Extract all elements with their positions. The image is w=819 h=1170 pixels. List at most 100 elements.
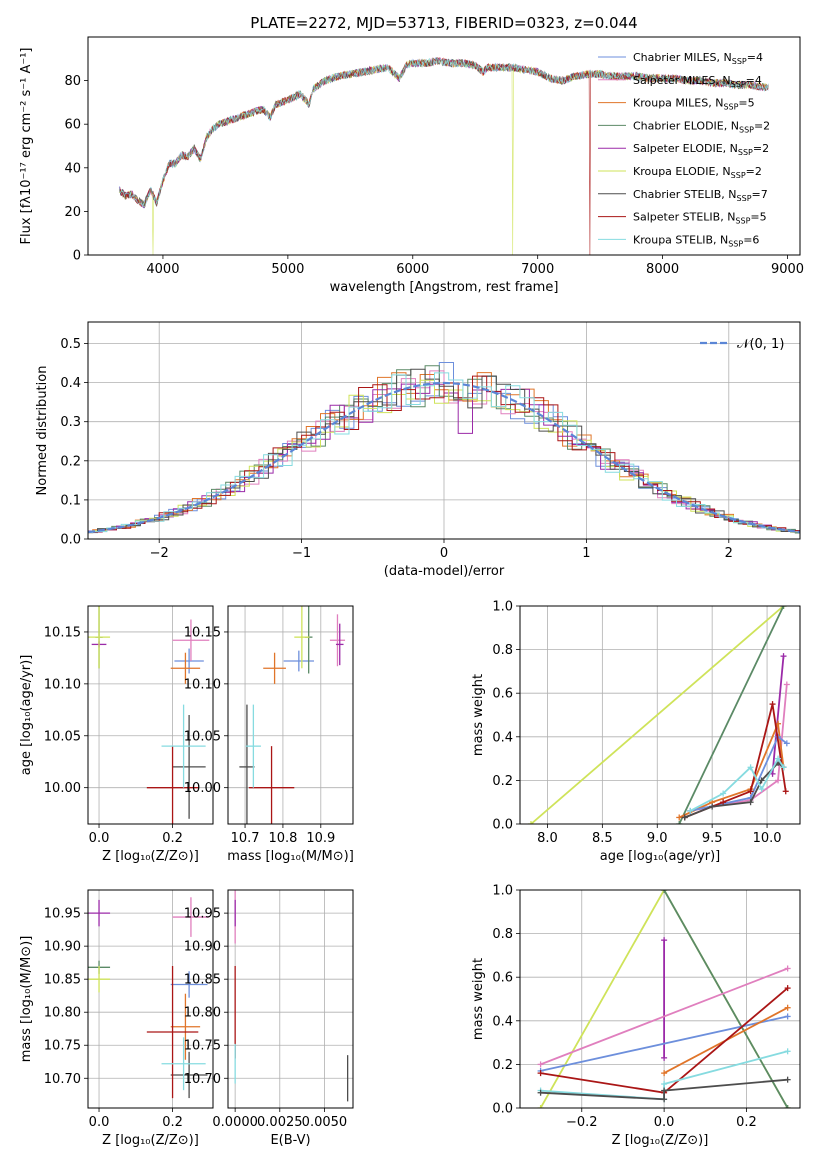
panel-massweight_vs_age: 8.0 8.5 9.0 9.5 10.0 0.0 0.2 0.4 0.6 0.8 1.0 age [l… xyxy=(471,600,801,864)
x-tick-label: 7000 xyxy=(521,262,554,277)
x-tick-label: −1 xyxy=(292,546,311,561)
panel-residuals: 𝒩(0, 1) −2 −1 0 1 2 0.0 0.1 0.2 0.3 0.4 0.5 (data-mo… xyxy=(35,321,801,579)
x-axis-label: Z [log₁₀(Z/Z⊙)] xyxy=(102,849,199,864)
y-tick-label: 0.2 xyxy=(492,1058,513,1073)
x-axis-label: E(B-V) xyxy=(270,1133,310,1148)
x-axis-label: Z [log₁₀(Z/Z⊙)] xyxy=(102,1133,199,1148)
weight-line xyxy=(540,1015,788,1072)
x-tick-label: 4000 xyxy=(146,262,179,277)
legend-subscript: SSP xyxy=(728,239,743,248)
weight-line xyxy=(690,735,788,812)
legend-subscript: SSP xyxy=(738,148,753,157)
legend-label: Kroupa STELIB, NSSP=6 xyxy=(633,233,759,248)
spectrum-line xyxy=(118,58,769,255)
y-tick-label: 10.10 xyxy=(184,677,221,692)
y-tick-label: 20 xyxy=(64,205,81,220)
x-tick-label: 0 xyxy=(440,546,448,561)
y-tick-label: 0.0 xyxy=(492,818,513,833)
plot-area xyxy=(527,606,790,824)
axes-frame xyxy=(519,889,801,1109)
x-tick-label: 0.0 xyxy=(654,1115,675,1130)
legend-subscript: SSP xyxy=(739,125,754,134)
x-tick-label: 2 xyxy=(725,546,733,561)
weight-line xyxy=(530,606,785,824)
plot-area xyxy=(234,890,349,1102)
y-tick-label: 0.4 xyxy=(492,730,513,745)
panel-age_vs_Z: 0.0 0.2 10.00 10.05 10.10 10.15 Z [log₁₀(Z/Z⊙)… xyxy=(19,605,214,864)
weight-line xyxy=(689,756,785,812)
x-tick-label: 0.0 xyxy=(89,831,110,846)
panel-mass_vs_Z: 0.0 0.2 10.70 10.75 10.80 10.85 10.90 10.95 Z [l… xyxy=(19,889,214,1148)
axes-frame xyxy=(227,889,354,1109)
x-tick-label: 0.2 xyxy=(162,1115,183,1130)
y-tick-label: 10.00 xyxy=(184,781,221,796)
x-tick-label: 1 xyxy=(582,546,590,561)
x-axis-label: (data-model)/error xyxy=(384,564,505,579)
x-tick-label: 9.5 xyxy=(702,831,723,846)
y-axis-label: age [log₁₀(age/yr)] xyxy=(19,655,34,776)
x-tick-label: −0.2 xyxy=(566,1115,598,1130)
legend-label: Chabrier STELIB, NSSP=7 xyxy=(633,188,768,203)
y-tick-label: 0.6 xyxy=(492,971,513,986)
y-tick-label: 10.75 xyxy=(184,1039,221,1054)
x-tick-label: 0.0050 xyxy=(302,1115,348,1130)
y-tick-label: 40 xyxy=(64,161,81,176)
y-tick-label: 0 xyxy=(73,249,81,264)
x-tick-label: 10.8 xyxy=(268,831,297,846)
legend-label: Chabrier ELODIE, NSSP=2 xyxy=(633,119,770,134)
y-tick-label: 0.8 xyxy=(492,643,513,658)
x-axis-label: mass [log₁₀(M/M⊙)] xyxy=(227,849,354,864)
y-tick-label: 0.5 xyxy=(60,337,81,352)
x-tick-label: 0.2 xyxy=(736,1115,757,1130)
x-tick-label: 8000 xyxy=(646,262,679,277)
legend-subscript: SSP xyxy=(723,103,738,112)
x-tick-label: −2 xyxy=(150,546,169,561)
y-tick-label: 10.95 xyxy=(44,907,81,922)
plot-area xyxy=(537,890,791,1108)
legend-subscript: SSP xyxy=(731,171,746,180)
y-tick-label: 10.85 xyxy=(184,973,221,988)
x-tick-label: 0.0 xyxy=(89,1115,110,1130)
plot-area xyxy=(88,897,210,1099)
y-tick-label: 60 xyxy=(64,118,81,133)
y-tick-label: 10.95 xyxy=(184,907,221,922)
y-tick-label: 10.75 xyxy=(44,1039,81,1054)
panel-mass_vs_ebv: 0.0000 0.0025 0.0050 10.70 10.75 10.80 10.85 10… xyxy=(184,889,354,1148)
x-tick-label: 5000 xyxy=(271,262,304,277)
spectrum-line xyxy=(118,57,769,255)
y-tick-label: 0.1 xyxy=(60,493,81,508)
legend-label: 𝒩(0, 1) xyxy=(737,337,784,352)
y-tick-label: 10.05 xyxy=(44,729,81,744)
y-tick-label: 10.15 xyxy=(44,625,81,640)
y-tick-label: 10.05 xyxy=(184,729,221,744)
legend-label: Kroupa ELODIE, NSSP=2 xyxy=(633,165,762,180)
y-tick-label: 10.10 xyxy=(44,677,81,692)
panel-massweight_vs_Z: −0.2 0.0 0.2 0.0 0.2 0.4 0.6 0.8 1.0 Z [log₁₀(Z/Z… xyxy=(471,884,801,1148)
y-axis-label: mass weight xyxy=(471,674,486,756)
legend-name: Salpeter ELODIE, N xyxy=(633,142,738,155)
weight-line xyxy=(540,967,788,1066)
spectrum-line xyxy=(118,57,769,208)
x-axis-label: age [log₁₀(age/yr)] xyxy=(600,849,721,864)
legend-count: =7 xyxy=(752,188,768,201)
x-tick-label: 10.9 xyxy=(306,831,335,846)
y-axis-label: mass weight xyxy=(471,958,486,1040)
normal-reference-curve xyxy=(88,381,800,534)
y-tick-label: 0.0 xyxy=(492,1102,513,1117)
x-tick-label: 0.2 xyxy=(162,831,183,846)
x-tick-label: 8.0 xyxy=(537,831,558,846)
y-tick-label: 0.4 xyxy=(60,376,81,391)
legend-name: Chabrier STELIB, N xyxy=(633,188,737,201)
y-tick-label: 10.85 xyxy=(44,973,81,988)
legend-count: =2 xyxy=(753,142,769,155)
y-axis-label: mass [log₁₀(M/M⊙)] xyxy=(19,936,34,1063)
weight-line xyxy=(684,761,785,819)
x-tick-label: 6000 xyxy=(396,262,429,277)
weight-line xyxy=(678,606,785,824)
legend-name: Kroupa STELIB, N xyxy=(633,233,728,246)
y-tick-label: 10.90 xyxy=(184,940,221,955)
legend-name: Salpeter MILES, N xyxy=(633,74,731,87)
y-tick-label: 0.8 xyxy=(492,927,513,942)
y-tick-label: 0.3 xyxy=(60,415,81,430)
